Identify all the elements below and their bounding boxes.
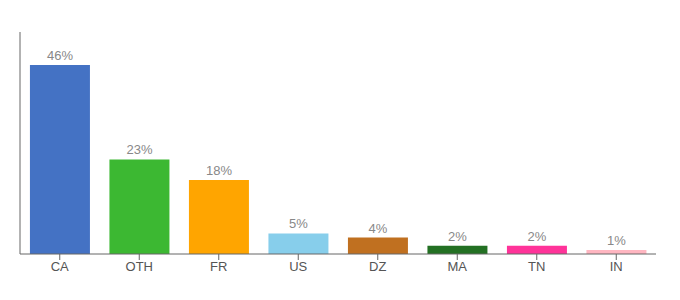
svg-text:FR: FR xyxy=(210,259,227,274)
svg-text:US: US xyxy=(289,259,307,274)
svg-text:2%: 2% xyxy=(448,229,467,244)
svg-text:46%: 46% xyxy=(47,48,73,63)
svg-text:DZ: DZ xyxy=(369,259,386,274)
svg-text:TN: TN xyxy=(528,259,545,274)
svg-text:CA: CA xyxy=(51,259,69,274)
svg-text:MA: MA xyxy=(448,259,468,274)
svg-text:18%: 18% xyxy=(206,163,232,178)
svg-text:23%: 23% xyxy=(126,142,152,157)
svg-text:IN: IN xyxy=(610,259,623,274)
svg-text:OTH: OTH xyxy=(126,259,153,274)
svg-text:4%: 4% xyxy=(369,221,388,236)
svg-text:1%: 1% xyxy=(607,233,626,248)
svg-text:2%: 2% xyxy=(528,229,547,244)
svg-text:5%: 5% xyxy=(289,216,308,231)
